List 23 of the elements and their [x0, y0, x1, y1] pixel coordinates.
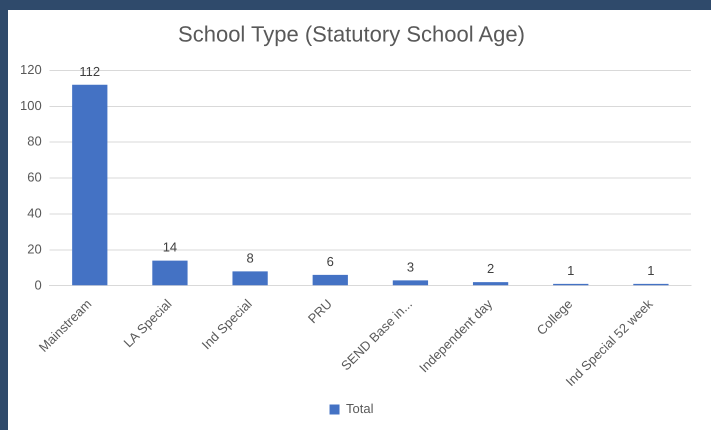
y-tick-label: 80 [27, 134, 42, 149]
data-label: 3 [406, 259, 414, 274]
data-label: 1 [567, 262, 574, 278]
data-label: 14 [162, 240, 178, 255]
data-label: 2 [486, 261, 494, 276]
y-tick-label: 60 [27, 170, 42, 185]
chart-title: School Type (Statutory School Age) [178, 21, 525, 46]
bar [72, 84, 108, 286]
y-tick-label: 40 [27, 206, 42, 221]
bar [472, 282, 508, 286]
data-label: 8 [246, 250, 254, 266]
data-label: 112 [79, 64, 100, 79]
data-label: 6 [326, 254, 334, 270]
y-tick-label: 120 [20, 62, 42, 77]
data-label: 1 [647, 262, 655, 278]
bar [312, 274, 348, 286]
y-tick-label: 20 [27, 241, 42, 256]
bar [152, 260, 188, 286]
y-tick-label: 100 [20, 98, 42, 113]
bar [232, 271, 268, 286]
y-tick-label: 0 [34, 277, 42, 292]
legend-label: Total [346, 401, 374, 416]
bar [392, 280, 428, 286]
